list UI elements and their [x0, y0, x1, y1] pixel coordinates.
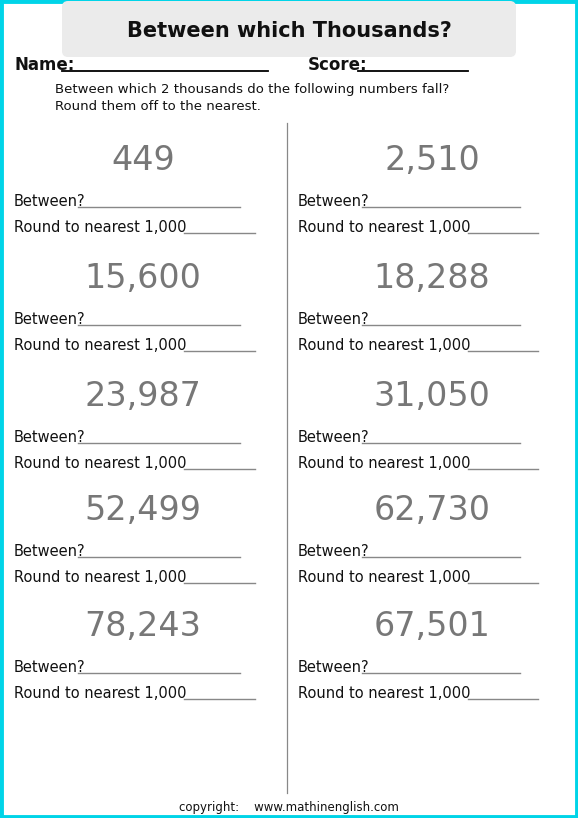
Text: Between?: Between?: [298, 660, 369, 676]
Text: Round them off to the nearest.: Round them off to the nearest.: [55, 101, 261, 114]
Text: 2,510: 2,510: [384, 143, 480, 177]
Text: Between?: Between?: [14, 195, 86, 209]
Text: Round to nearest 1,000: Round to nearest 1,000: [14, 686, 187, 702]
Text: copyright:    www.mathinenglish.com: copyright: www.mathinenglish.com: [179, 802, 399, 815]
Text: Name:: Name:: [14, 56, 75, 74]
Text: Round to nearest 1,000: Round to nearest 1,000: [14, 221, 187, 236]
FancyBboxPatch shape: [62, 1, 516, 57]
Text: Round to nearest 1,000: Round to nearest 1,000: [298, 456, 470, 471]
Text: Between?: Between?: [14, 430, 86, 446]
Text: Round to nearest 1,000: Round to nearest 1,000: [298, 686, 470, 702]
Text: 67,501: 67,501: [373, 609, 491, 642]
Text: Between which 2 thousands do the following numbers fall?: Between which 2 thousands do the followi…: [55, 83, 449, 97]
Text: 62,730: 62,730: [373, 493, 491, 527]
Text: Between?: Between?: [298, 430, 369, 446]
Text: Round to nearest 1,000: Round to nearest 1,000: [14, 456, 187, 471]
Text: Between?: Between?: [14, 660, 86, 676]
Text: 15,600: 15,600: [84, 262, 202, 294]
Text: 23,987: 23,987: [84, 380, 202, 412]
Text: Score:: Score:: [308, 56, 368, 74]
Text: Between?: Between?: [298, 545, 369, 560]
Text: 52,499: 52,499: [84, 493, 202, 527]
Text: Between?: Between?: [14, 312, 86, 327]
Text: Round to nearest 1,000: Round to nearest 1,000: [14, 339, 187, 353]
Text: Round to nearest 1,000: Round to nearest 1,000: [298, 221, 470, 236]
Text: Round to nearest 1,000: Round to nearest 1,000: [298, 339, 470, 353]
Text: Between?: Between?: [14, 545, 86, 560]
Text: Round to nearest 1,000: Round to nearest 1,000: [298, 570, 470, 586]
Text: Between?: Between?: [298, 312, 369, 327]
Text: Between?: Between?: [298, 195, 369, 209]
Text: Round to nearest 1,000: Round to nearest 1,000: [14, 570, 187, 586]
Text: 18,288: 18,288: [374, 262, 490, 294]
Text: 31,050: 31,050: [373, 380, 491, 412]
Text: 78,243: 78,243: [84, 609, 202, 642]
Text: Between which Thousands?: Between which Thousands?: [127, 21, 451, 41]
Text: 449: 449: [111, 143, 175, 177]
